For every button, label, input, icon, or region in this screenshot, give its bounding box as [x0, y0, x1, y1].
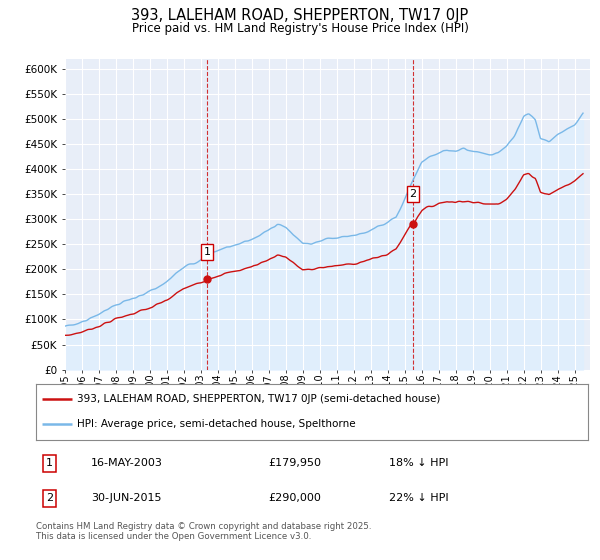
Text: 393, LALEHAM ROAD, SHEPPERTON, TW17 0JP: 393, LALEHAM ROAD, SHEPPERTON, TW17 0JP	[131, 8, 469, 24]
Text: 2: 2	[410, 189, 416, 199]
Text: Contains HM Land Registry data © Crown copyright and database right 2025.
This d: Contains HM Land Registry data © Crown c…	[36, 522, 371, 542]
Text: 1: 1	[203, 247, 211, 257]
Text: Price paid vs. HM Land Registry's House Price Index (HPI): Price paid vs. HM Land Registry's House …	[131, 22, 469, 35]
Text: 30-JUN-2015: 30-JUN-2015	[91, 493, 162, 503]
Text: £179,950: £179,950	[268, 459, 321, 468]
Text: 1: 1	[46, 459, 53, 468]
Text: 22% ↓ HPI: 22% ↓ HPI	[389, 493, 449, 503]
Text: 18% ↓ HPI: 18% ↓ HPI	[389, 459, 449, 468]
Text: 16-MAY-2003: 16-MAY-2003	[91, 459, 163, 468]
Text: 2: 2	[46, 493, 53, 503]
Text: £290,000: £290,000	[268, 493, 321, 503]
Text: HPI: Average price, semi-detached house, Spelthorne: HPI: Average price, semi-detached house,…	[77, 419, 356, 430]
Text: 393, LALEHAM ROAD, SHEPPERTON, TW17 0JP (semi-detached house): 393, LALEHAM ROAD, SHEPPERTON, TW17 0JP …	[77, 394, 441, 404]
